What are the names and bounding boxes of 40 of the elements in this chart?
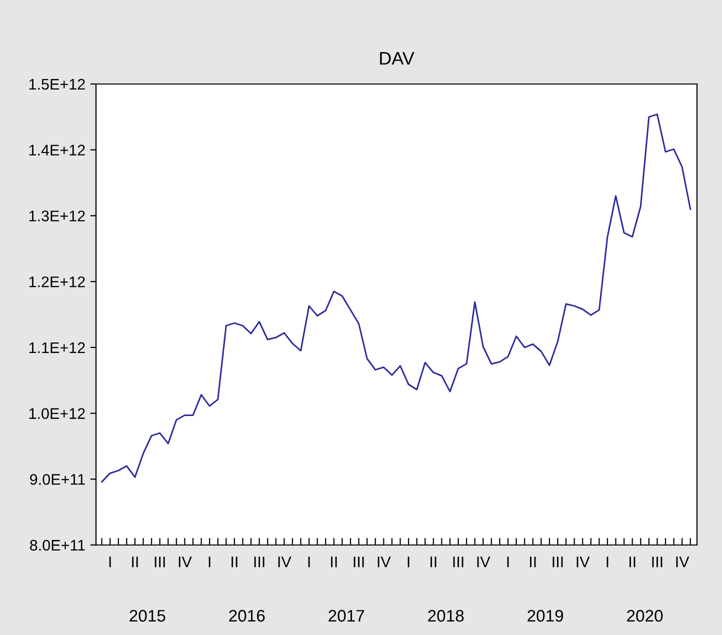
y-tick-label: 8.0E+11 [30,540,85,551]
text: 2019 [528,610,564,622]
x-tick-label: IV [477,556,490,568]
x-tick-label: III [552,556,563,568]
x-tick-label: I [109,556,111,568]
line-series [101,114,692,483]
x-tick-label: III [254,556,264,568]
x-tick-label: III [652,556,662,568]
x-tick-label: I [408,556,410,568]
x-tick-label: II [530,556,536,568]
x-tick-label: I [606,556,608,568]
x-tick-label: II [132,556,138,568]
text: 2017 [328,610,364,622]
x-tick-label: IV [576,556,590,568]
y-tick-label: 1.5E+12 [29,78,85,90]
x-tick-label: III [154,556,165,568]
x-tick-label: II [630,556,636,568]
x-tick-label: IV [378,556,391,568]
x-tick-label: I [308,556,310,568]
y-tick-label: 1.4E+12 [29,144,85,156]
y-tick-label: 1.0E+12 [29,408,85,419]
x-tick-label: IV [676,556,690,568]
text: 2020 [627,610,663,622]
y-tick-label: 1.1E+12 [29,342,85,353]
x-tick-label: I [507,556,509,568]
text: 2015 [130,610,166,622]
y-tick-label: 1.3E+12 [29,210,85,222]
x-tick-label: IV [178,556,192,568]
chart-title: DAV [380,52,414,65]
x-tick-label: I [208,556,210,568]
y-tick-label: 1.2E+12 [29,276,85,288]
x-tick-label: II [331,556,337,568]
x-tick-label: II [430,556,436,568]
text: 2016 [229,610,265,622]
x-tick-label: III [453,556,464,568]
x-tick-label: IV [278,556,292,568]
x-tick-label: II [232,556,238,568]
text: 2018 [428,610,464,622]
x-tick-label: III [354,556,364,568]
y-tick-label: 9.0E+11 [30,474,85,485]
